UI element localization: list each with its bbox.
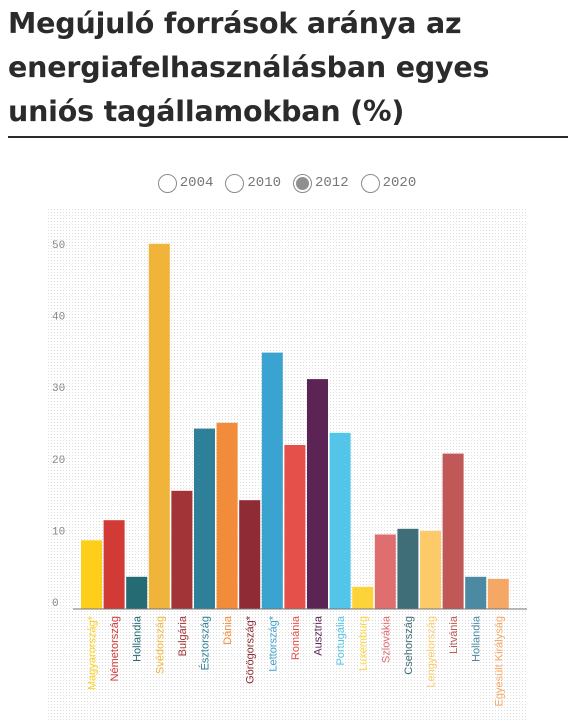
x-category-label: Németország [109,616,121,681]
bar[interactable] [397,528,419,609]
bar[interactable] [329,432,351,609]
x-category-label: Hollandia [471,615,483,662]
x-category-label: Bulgária [177,615,189,656]
x-category-label: Lengyelország [426,616,438,688]
x-category-label: Románia [290,615,302,660]
x-category-label: Hollandia [132,615,144,662]
x-category-label: Litvánia [448,615,460,654]
year-option-label: 2010 [247,175,281,191]
year-option-label: 2012 [315,175,349,191]
y-tick-label: 30 [52,383,65,395]
radio-button[interactable] [293,173,312,193]
year-option-label: 2020 [382,175,417,191]
radio-button[interactable] [157,173,177,193]
x-category-label: Lettország* [267,615,279,671]
bars [81,243,509,610]
x-category-label: Ausztria [313,615,325,656]
bar[interactable] [442,453,464,609]
bar[interactable] [103,520,125,609]
x-category-label: Egyesült Királyság [493,616,505,707]
x-axis-labels: Magyarország* Németország Hollandia Svédors… [87,615,506,706]
y-tick-label: 50 [52,240,65,252]
bar[interactable] [307,379,328,609]
y-tick-label: 10 [52,526,65,538]
year-option-2010[interactable]: 2010 [225,172,281,194]
bar[interactable] [374,534,396,610]
bar[interactable] [81,540,102,609]
y-tick-label: 20 [52,455,65,467]
x-category-label: Görögország* [245,615,257,684]
radio-button[interactable] [225,173,245,193]
bar[interactable] [352,586,374,609]
bar[interactable] [148,243,170,610]
y-tick-label: 0 [52,598,59,610]
bar[interactable] [239,500,261,609]
year-option-2012[interactable]: 2012 [293,172,349,194]
y-tick-label: 40 [52,312,65,324]
x-category-label: Luxemburg [358,616,370,671]
radio-button[interactable] [360,173,380,193]
year-option-2020[interactable]: 2020 [360,172,417,194]
y-axis-ticks: 0 10 20 30 40 50 [52,240,65,610]
bar[interactable] [465,576,487,609]
title-divider [8,136,568,138]
bar-chart: 0 10 20 30 40 50 Magyarország* Németország Holl… [47,208,527,722]
x-category-label: Szlovákia [380,615,392,663]
x-category-label: Svédország [154,616,166,674]
year-selector[interactable]: 2004 2010 2012 2020 [0,172,574,194]
bar[interactable] [126,576,148,609]
x-category-label: Észtország [199,616,212,670]
bar[interactable] [487,578,509,609]
x-category-label: Magyarország* [87,615,99,690]
bar[interactable] [284,445,306,609]
x-category-label: Csehország [403,616,415,675]
bar[interactable] [216,422,238,609]
x-category-label: Portugália [335,615,347,665]
year-option-2004[interactable]: 2004 [157,172,214,194]
x-category-label: Dánia [222,615,234,645]
bar[interactable] [171,490,193,609]
bar[interactable] [420,530,441,609]
bar[interactable] [261,352,283,609]
year-option-label: 2004 [179,175,214,191]
bar[interactable] [194,428,215,609]
chart-title: Megújuló források aránya az energiafelha… [8,7,490,128]
